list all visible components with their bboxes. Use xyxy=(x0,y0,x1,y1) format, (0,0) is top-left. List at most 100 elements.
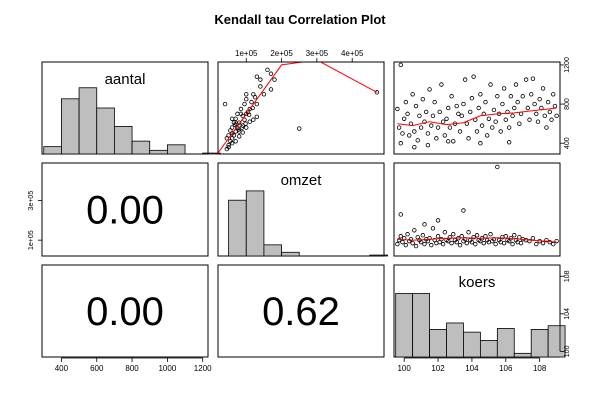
scatter-point xyxy=(398,141,403,146)
scatter-point xyxy=(510,113,515,119)
histogram-bar xyxy=(479,340,498,358)
scatter-point xyxy=(551,92,556,97)
tick-label: 108 xyxy=(533,364,547,373)
histogram-bar xyxy=(245,190,265,257)
scatter-point xyxy=(540,240,546,246)
scatter-point xyxy=(529,92,534,97)
scatter-point xyxy=(454,239,459,245)
scatter-point xyxy=(222,101,228,107)
scatter-point xyxy=(506,125,512,130)
scatter-point xyxy=(486,116,492,121)
scatter-point xyxy=(244,96,249,102)
scatter-point xyxy=(527,238,532,244)
histogram-omzet xyxy=(228,190,388,257)
histogram-bar xyxy=(61,98,80,155)
scatter-point xyxy=(413,243,419,249)
scatter-point xyxy=(447,235,453,240)
scatter-point xyxy=(268,87,274,92)
histogram-bar xyxy=(281,251,300,257)
scatter-point xyxy=(401,116,407,121)
scatter-point xyxy=(447,125,453,130)
scatter-point xyxy=(464,240,470,246)
histogram-bar xyxy=(369,254,388,257)
scatter-point xyxy=(513,82,519,87)
scatter-point xyxy=(412,129,417,134)
y-axis-omzet-left: 1e+05 3e+05 xyxy=(28,191,43,250)
tick-label: 100 xyxy=(564,345,571,357)
scatter-point xyxy=(549,117,554,122)
scatter-point xyxy=(272,77,277,82)
scatter-point xyxy=(258,77,263,82)
correlation-value: 0.62 xyxy=(262,290,340,334)
histogram-bar xyxy=(263,244,282,257)
tick-label: 104 xyxy=(564,308,571,320)
histogram-bar xyxy=(78,87,98,155)
scatter-point xyxy=(498,129,503,134)
scatter-point xyxy=(469,96,475,101)
histogram-bar xyxy=(463,331,481,358)
panel-frame xyxy=(41,264,209,358)
scatter-point xyxy=(535,119,541,124)
correlation-value: 0.00 xyxy=(86,290,164,334)
scatter-point xyxy=(297,126,302,131)
scatter-point xyxy=(551,241,556,247)
scatter-point xyxy=(478,141,483,146)
scatter-point xyxy=(403,99,409,105)
scatter-point xyxy=(506,140,512,145)
histogram-bar xyxy=(43,146,62,155)
x-axis-omzet-top: 1e+05 2e+05 3e+05 4e+05 xyxy=(235,49,364,63)
scatter-point xyxy=(396,125,402,130)
scatter-point xyxy=(446,139,451,144)
scatter-point xyxy=(238,106,244,112)
scatter-point xyxy=(226,142,231,148)
scatter-point xyxy=(228,128,233,133)
scatter-point xyxy=(240,130,245,135)
scatter-point xyxy=(249,99,254,105)
scatter-point xyxy=(484,133,490,138)
scatter-point xyxy=(488,82,493,87)
scatter-point xyxy=(236,127,241,132)
scatter-point xyxy=(495,94,500,99)
scatter-point xyxy=(412,228,417,233)
scatter-point xyxy=(425,142,431,148)
scatter-point xyxy=(425,131,431,136)
scatter-point xyxy=(451,139,456,144)
scatter-point xyxy=(423,109,429,115)
scatter-point xyxy=(518,240,524,246)
scatter-point xyxy=(534,111,539,117)
scatter-point xyxy=(229,116,235,121)
histogram-bar xyxy=(547,325,566,358)
scatter-point xyxy=(481,240,486,246)
scatter-point xyxy=(422,241,427,247)
scatter-point xyxy=(478,92,483,97)
histogram-aantal xyxy=(43,87,221,155)
scatter-point xyxy=(403,242,409,248)
fit-line xyxy=(397,107,557,127)
scatter-point xyxy=(429,242,434,248)
fit-line xyxy=(397,237,557,243)
scatter-point xyxy=(530,76,536,81)
scatter-point xyxy=(512,233,517,238)
scatter-point xyxy=(456,111,461,117)
variable-label-omzet: omzet xyxy=(281,172,323,189)
scatter_omzet_aantal xyxy=(218,62,380,154)
scatter-point xyxy=(435,125,441,130)
scatter-point xyxy=(374,90,380,95)
scatter-point xyxy=(554,113,559,119)
scatter-point xyxy=(268,71,274,76)
scatter-point xyxy=(461,101,466,107)
scatter-point xyxy=(544,125,549,130)
scatter-point xyxy=(405,111,410,117)
scatter-point xyxy=(398,234,403,239)
scatter-point xyxy=(405,232,410,237)
scatter-point xyxy=(444,116,449,121)
scatter-point xyxy=(449,94,454,99)
tick-label: 1200 xyxy=(194,364,212,373)
scatter-point xyxy=(398,212,403,217)
scatter-point xyxy=(473,241,478,247)
histogram-bar xyxy=(96,107,115,155)
tick-label: 3e+05 xyxy=(28,191,35,211)
variable-label-koers: koers xyxy=(459,274,496,291)
scatter-point xyxy=(552,103,558,109)
tick-label: 1e+05 xyxy=(28,230,35,250)
